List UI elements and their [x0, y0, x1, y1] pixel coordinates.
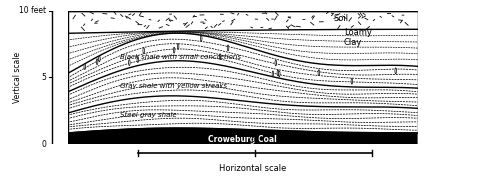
Circle shape — [128, 60, 130, 65]
Polygon shape — [68, 128, 418, 144]
Text: 50: 50 — [250, 135, 260, 144]
Polygon shape — [68, 33, 418, 92]
Text: Black shale with small concretions: Black shale with small concretions — [120, 54, 241, 60]
Circle shape — [318, 70, 320, 76]
Circle shape — [272, 71, 274, 77]
Text: 100 feet: 100 feet — [356, 135, 388, 144]
Circle shape — [137, 56, 138, 62]
Circle shape — [395, 68, 396, 74]
Circle shape — [96, 59, 98, 65]
Circle shape — [278, 71, 280, 77]
Circle shape — [178, 43, 179, 49]
Circle shape — [220, 54, 221, 60]
Text: Vertical scale: Vertical scale — [13, 52, 22, 103]
Circle shape — [143, 48, 144, 54]
Circle shape — [228, 45, 229, 51]
Circle shape — [84, 64, 86, 70]
Polygon shape — [68, 11, 418, 33]
Text: Loamy
Clay: Loamy Clay — [344, 28, 372, 47]
Text: 5: 5 — [42, 73, 46, 82]
Text: Steel gray shale: Steel gray shale — [120, 112, 176, 118]
Text: Croweburg Coal: Croweburg Coal — [208, 135, 277, 144]
Text: Gray shale with yellow streaks: Gray shale with yellow streaks — [120, 82, 227, 89]
Circle shape — [275, 60, 276, 66]
Polygon shape — [68, 61, 418, 113]
Circle shape — [98, 56, 100, 62]
Text: 0: 0 — [42, 140, 46, 149]
Text: Horizontal scale: Horizontal scale — [220, 164, 286, 173]
Text: 0: 0 — [135, 135, 140, 144]
Circle shape — [174, 47, 175, 53]
Polygon shape — [68, 29, 418, 74]
Circle shape — [277, 70, 278, 76]
Text: 10 feet: 10 feet — [20, 6, 46, 15]
Polygon shape — [68, 96, 418, 133]
Text: Soil: Soil — [334, 14, 348, 23]
Circle shape — [200, 35, 202, 41]
Circle shape — [351, 78, 352, 84]
